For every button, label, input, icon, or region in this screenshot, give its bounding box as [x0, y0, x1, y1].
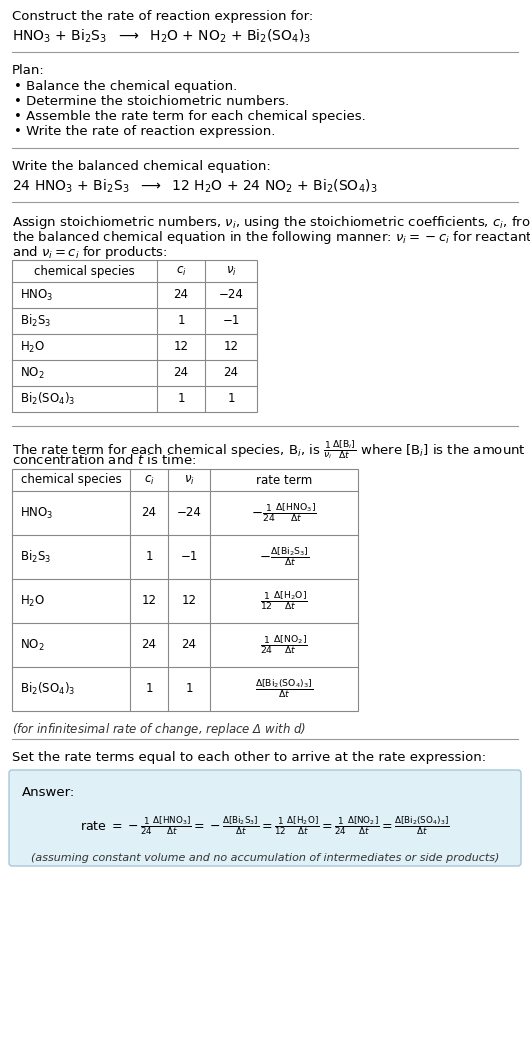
Text: $\frac{\Delta[\mathrm{Bi_2(SO_4)_3}]}{\Delta t}$: $\frac{\Delta[\mathrm{Bi_2(SO_4)_3}]}{\D…: [255, 678, 313, 701]
Text: HNO$_3$ + Bi$_2$S$_3$  $\longrightarrow$  H$_2$O + NO$_2$ + Bi$_2$(SO$_4$)$_3$: HNO$_3$ + Bi$_2$S$_3$ $\longrightarrow$ …: [12, 28, 311, 45]
Text: Bi$_2$S$_3$: Bi$_2$S$_3$: [20, 313, 51, 329]
Text: • Write the rate of reaction expression.: • Write the rate of reaction expression.: [14, 126, 276, 138]
Text: Construct the rate of reaction expression for:: Construct the rate of reaction expressio…: [12, 10, 313, 23]
Text: The rate term for each chemical species, B$_i$, is $\frac{1}{\nu_i}\frac{\Delta[: The rate term for each chemical species,…: [12, 438, 526, 461]
Text: NO$_2$: NO$_2$: [20, 365, 45, 381]
Text: H$_2$O: H$_2$O: [20, 340, 45, 355]
Text: rate $= -\frac{1}{24}\frac{\Delta[\mathrm{HNO_3}]}{\Delta t} = -\frac{\Delta[\ma: rate $= -\frac{1}{24}\frac{\Delta[\mathr…: [80, 815, 450, 838]
Text: chemical species: chemical species: [34, 265, 135, 277]
Text: • Determine the stoichiometric numbers.: • Determine the stoichiometric numbers.: [14, 95, 289, 108]
Text: −1: −1: [222, 315, 240, 327]
Text: Bi$_2$(SO$_4$)$_3$: Bi$_2$(SO$_4$)$_3$: [20, 391, 75, 407]
Text: $c_i$: $c_i$: [144, 474, 154, 486]
Text: HNO$_3$: HNO$_3$: [20, 288, 54, 302]
Text: 24: 24: [181, 638, 197, 652]
Text: $\frac{1}{12}\frac{\Delta[\mathrm{H_2O}]}{\Delta t}$: $\frac{1}{12}\frac{\Delta[\mathrm{H_2O}]…: [260, 590, 308, 613]
Text: 1: 1: [227, 392, 235, 406]
Text: H$_2$O: H$_2$O: [20, 593, 45, 609]
Text: 24: 24: [173, 289, 189, 301]
FancyBboxPatch shape: [9, 770, 521, 866]
Text: −24: −24: [218, 289, 243, 301]
Text: $\frac{1}{24}\frac{\Delta[\mathrm{NO_2}]}{\Delta t}$: $\frac{1}{24}\frac{\Delta[\mathrm{NO_2}]…: [260, 634, 308, 657]
Text: 1: 1: [186, 682, 193, 696]
Text: Set the rate terms equal to each other to arrive at the rate expression:: Set the rate terms equal to each other t…: [12, 751, 486, 764]
Text: −24: −24: [176, 506, 201, 520]
Text: • Assemble the rate term for each chemical species.: • Assemble the rate term for each chemic…: [14, 110, 366, 123]
Text: 24: 24: [224, 366, 238, 380]
Text: Bi$_2$S$_3$: Bi$_2$S$_3$: [20, 549, 51, 565]
Text: (assuming constant volume and no accumulation of intermediates or side products): (assuming constant volume and no accumul…: [31, 852, 499, 863]
Text: HNO$_3$: HNO$_3$: [20, 505, 54, 521]
Text: 24: 24: [142, 506, 156, 520]
Text: 24: 24: [142, 638, 156, 652]
Text: • Balance the chemical equation.: • Balance the chemical equation.: [14, 79, 237, 93]
Text: Answer:: Answer:: [22, 786, 75, 799]
Text: (for infinitesimal rate of change, replace Δ with $d$): (for infinitesimal rate of change, repla…: [12, 721, 306, 738]
Text: Bi$_2$(SO$_4$)$_3$: Bi$_2$(SO$_4$)$_3$: [20, 681, 75, 697]
Text: 1: 1: [177, 392, 185, 406]
Text: and $\nu_i = c_i$ for products:: and $\nu_i = c_i$ for products:: [12, 244, 167, 262]
Text: $c_i$: $c_i$: [175, 265, 187, 277]
Text: 24: 24: [173, 366, 189, 380]
Text: $-\frac{1}{24}\frac{\Delta[\mathrm{HNO_3}]}{\Delta t}$: $-\frac{1}{24}\frac{\Delta[\mathrm{HNO_3…: [251, 501, 317, 524]
Bar: [12, 469, 358, 711]
Text: concentration and $t$ is time:: concentration and $t$ is time:: [12, 453, 196, 467]
Bar: [12, 260, 257, 412]
Text: 1: 1: [145, 550, 153, 564]
Text: $\nu_i$: $\nu_i$: [226, 265, 236, 277]
Text: chemical species: chemical species: [21, 474, 121, 486]
Text: the balanced chemical equation in the following manner: $\nu_i = -c_i$ for react: the balanced chemical equation in the fo…: [12, 229, 530, 246]
Text: 1: 1: [177, 315, 185, 327]
Text: 12: 12: [224, 341, 238, 354]
Text: Assign stoichiometric numbers, $\nu_i$, using the stoichiometric coefficients, $: Assign stoichiometric numbers, $\nu_i$, …: [12, 214, 530, 231]
Text: rate term: rate term: [256, 474, 312, 486]
Text: 12: 12: [181, 594, 197, 608]
Text: 1: 1: [145, 682, 153, 696]
Text: NO$_2$: NO$_2$: [20, 637, 45, 653]
Text: 24 HNO$_3$ + Bi$_2$S$_3$  $\longrightarrow$  12 H$_2$O + 24 NO$_2$ + Bi$_2$(SO$_: 24 HNO$_3$ + Bi$_2$S$_3$ $\longrightarro…: [12, 178, 377, 196]
Text: Plan:: Plan:: [12, 64, 45, 77]
Text: Write the balanced chemical equation:: Write the balanced chemical equation:: [12, 160, 271, 173]
Text: −1: −1: [180, 550, 198, 564]
Text: 12: 12: [173, 341, 189, 354]
Text: 12: 12: [142, 594, 156, 608]
Text: $-\frac{\Delta[\mathrm{Bi_2S_3}]}{\Delta t}$: $-\frac{\Delta[\mathrm{Bi_2S_3}]}{\Delta…: [259, 546, 309, 568]
Text: $\nu_i$: $\nu_i$: [183, 474, 195, 486]
